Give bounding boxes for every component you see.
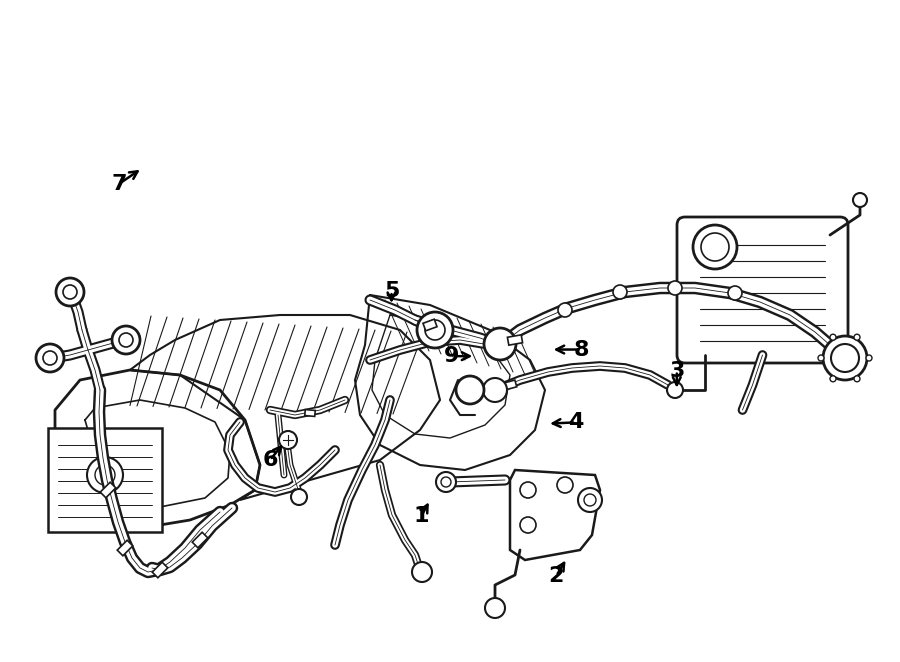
Circle shape [417,312,453,348]
Bar [508,335,523,345]
Text: 1: 1 [413,506,429,526]
Bar [152,562,167,578]
Text: 7: 7 [111,174,127,194]
Circle shape [831,344,859,372]
Circle shape [701,233,729,261]
Text: 9: 9 [444,346,460,366]
Text: 6: 6 [262,450,278,470]
Circle shape [557,477,573,493]
Circle shape [483,378,507,402]
Text: 3: 3 [669,361,685,381]
Circle shape [95,465,115,485]
Circle shape [584,494,596,506]
Circle shape [854,334,860,340]
Circle shape [520,517,536,533]
Circle shape [613,285,627,299]
Circle shape [830,334,836,340]
Bar [100,482,116,498]
Circle shape [485,598,505,618]
Circle shape [693,225,737,269]
Bar [503,380,517,390]
Circle shape [87,457,123,493]
Circle shape [578,488,602,512]
Circle shape [484,328,516,360]
Circle shape [668,281,682,295]
Circle shape [558,303,572,317]
Circle shape [853,193,867,207]
Circle shape [667,382,683,398]
FancyBboxPatch shape [48,428,162,532]
Circle shape [441,477,451,487]
Text: 2: 2 [548,566,564,586]
Circle shape [112,326,140,354]
Circle shape [830,376,836,382]
Circle shape [119,333,133,347]
Circle shape [854,376,860,382]
Circle shape [279,431,297,449]
Circle shape [412,562,432,582]
Bar [305,410,315,416]
Circle shape [425,320,445,340]
Circle shape [520,482,536,498]
Text: 8: 8 [573,340,590,359]
Circle shape [43,351,57,365]
Text: 4: 4 [568,412,584,432]
Circle shape [818,355,824,361]
Circle shape [56,278,84,306]
Circle shape [456,376,484,404]
Bar [193,532,208,547]
FancyBboxPatch shape [677,217,848,363]
Circle shape [36,344,64,372]
Bar [423,319,437,331]
Circle shape [823,336,867,380]
Circle shape [436,472,456,492]
Circle shape [291,489,307,505]
Text: 5: 5 [383,281,400,301]
Circle shape [866,355,872,361]
Circle shape [63,285,77,299]
Circle shape [728,286,742,300]
Bar [117,540,133,556]
